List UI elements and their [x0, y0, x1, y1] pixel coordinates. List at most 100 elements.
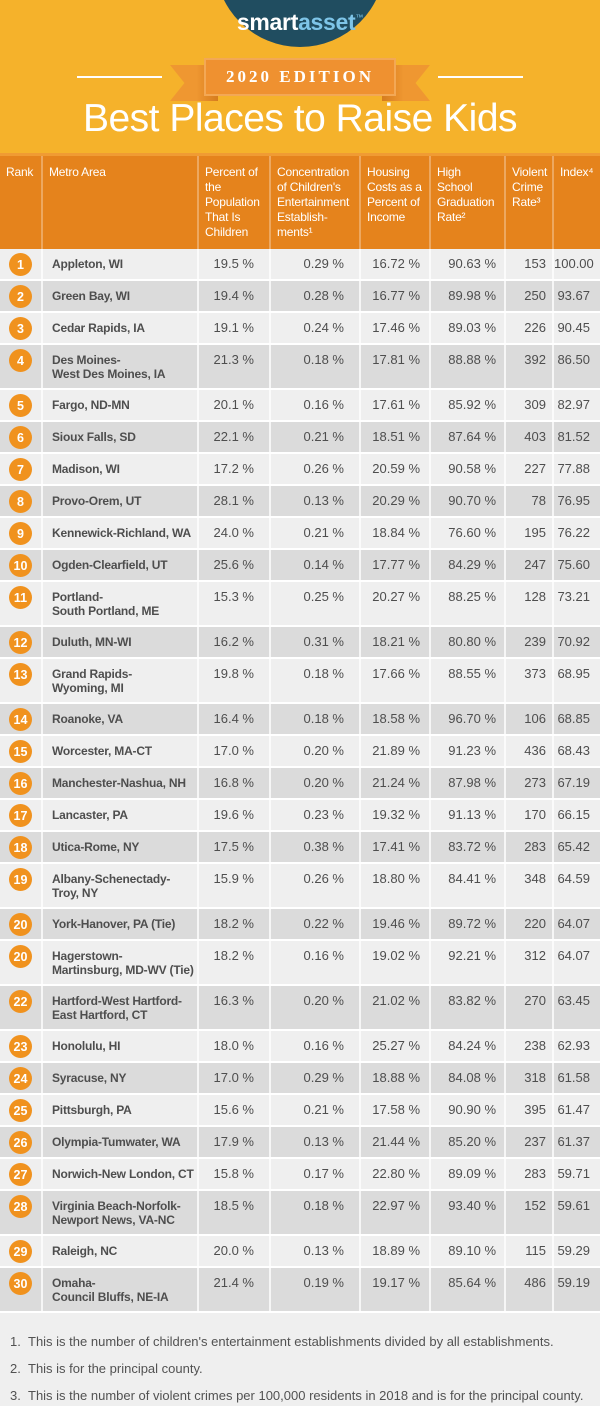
cell-crime: 270	[506, 986, 554, 1029]
cell-index: 64.59	[557, 871, 590, 886]
cell-index: 59.29	[557, 1243, 590, 1258]
cell-housing: 17.58 %	[361, 1095, 431, 1125]
rank-badge: 19	[9, 868, 32, 891]
cell-grad_rate: 88.25 %	[431, 582, 506, 625]
table-row: 20 Hagerstown- Martinsburg, MD-WV (Tie) 18…	[0, 941, 600, 986]
cell-crime: 247	[506, 550, 554, 580]
cell-crime: 348	[506, 864, 554, 907]
cell-pct_children: 16.2 %	[199, 627, 271, 657]
cell-pct_children: 18.2 %	[199, 941, 271, 984]
rank-badge: 10	[9, 554, 32, 577]
table-row: 14 Roanoke, VA 16.4 % 0.18 % 18.58 % 96.70 % 1…	[0, 704, 600, 736]
cell-index: 64.07	[557, 948, 590, 963]
rank-cell: 27	[0, 1159, 43, 1189]
cell-index: 61.47	[557, 1102, 590, 1117]
cell-crime: 78	[506, 486, 554, 516]
table-row: 20 York-Hanover, PA (Tie) 18.2 % 0.22 % 19.4…	[0, 909, 600, 941]
cell-housing: 20.27 %	[361, 582, 431, 625]
cell-concentration: 0.25 %	[271, 582, 361, 625]
cell-index: 64.07	[557, 916, 590, 931]
cell-grad_rate: 89.09 %	[431, 1159, 506, 1189]
rank-cell: 15	[0, 736, 43, 766]
cell-concentration: 0.16 %	[271, 941, 361, 984]
table-row: 8 Provo-Orem, UT 28.1 % 0.13 % 20.29 % 90.70 …	[0, 486, 600, 518]
cell-grad_rate: 89.98 %	[431, 281, 506, 311]
cell-housing: 22.97 %	[361, 1191, 431, 1234]
cell-concentration: 0.26 %	[271, 864, 361, 907]
rank-cell: 17	[0, 800, 43, 830]
rank-cell: 25	[0, 1095, 43, 1125]
metro-name: Madison, WI	[43, 454, 199, 484]
smartasset-logo: smartasset™	[237, 11, 363, 34]
cell-crime: 373	[506, 659, 554, 702]
edition-ribbon: 2020 EDITION	[0, 58, 600, 104]
cell-pct_children: 15.8 %	[199, 1159, 271, 1189]
column-header-rank: Rank	[0, 156, 43, 249]
ribbon-line-right	[437, 76, 523, 78]
cell-grad_rate: 84.29 %	[431, 550, 506, 580]
cell-pct_children: 21.3 %	[199, 345, 271, 388]
cell-crime: 226	[506, 313, 554, 343]
cell-grad_rate: 93.40 %	[431, 1191, 506, 1234]
rank-cell: 30	[0, 1268, 43, 1311]
footnote-item: 2. This is for the principal county.	[10, 1361, 588, 1377]
cell-crime: 273	[506, 768, 554, 798]
rank-badge: 18	[9, 836, 32, 859]
cell-concentration: 0.28 %	[271, 281, 361, 311]
cell-pct_children: 17.5 %	[199, 832, 271, 862]
cell-grad_rate: 87.64 %	[431, 422, 506, 452]
cell-crime: 436	[506, 736, 554, 766]
cell-concentration: 0.38 %	[271, 832, 361, 862]
cell-index: 66.15	[557, 807, 590, 822]
rank-badge: 23	[9, 1035, 32, 1058]
table-row: 11 Portland- South Portland, ME 15.3 % 0.25…	[0, 582, 600, 627]
cell-concentration: 0.13 %	[271, 1127, 361, 1157]
cell-housing: 17.66 %	[361, 659, 431, 702]
cell-housing: 16.77 %	[361, 281, 431, 311]
cell-crime: 153	[506, 249, 554, 279]
rank-cell: 20	[0, 909, 43, 939]
cell-housing: 20.59 %	[361, 454, 431, 484]
cell-index: 68.85	[557, 711, 590, 726]
metro-name: Worcester, MA-CT	[43, 736, 199, 766]
cell-pct_children: 15.3 %	[199, 582, 271, 625]
rank-badge: 3	[9, 317, 32, 340]
cell-index: 67.19	[557, 775, 590, 790]
cell-housing: 18.58 %	[361, 704, 431, 734]
cell-pct_children: 15.6 %	[199, 1095, 271, 1125]
metro-name: Fargo, ND-MN	[43, 390, 199, 420]
cell-pct_children: 19.8 %	[199, 659, 271, 702]
cell-grad_rate: 88.88 %	[431, 345, 506, 388]
metro-name: Lancaster, PA	[43, 800, 199, 830]
footnote-number: 2.	[10, 1361, 21, 1376]
table-row: 27 Norwich-New London, CT 15.8 % 0.17 % 22.8…	[0, 1159, 600, 1191]
cell-index: 65.42	[557, 839, 590, 854]
rank-badge: 17	[9, 804, 32, 827]
table-row: 9 Kennewick-Richland, WA 24.0 % 0.21 % 18.84…	[0, 518, 600, 550]
cell-grad_rate: 88.55 %	[431, 659, 506, 702]
cell-crime: 395	[506, 1095, 554, 1125]
table-row: 1 Appleton, WI 19.5 % 0.29 % 16.72 % 90.63 % 1…	[0, 249, 600, 281]
rank-cell: 11	[0, 582, 43, 625]
cell-index: 76.95	[557, 493, 590, 508]
table-row: 16 Manchester-Nashua, NH 16.8 % 0.20 % 21.24…	[0, 768, 600, 800]
table-row: 4 Des Moines- West Des Moines, IA 21.3 % 0.…	[0, 345, 600, 390]
metro-name: Sioux Falls, SD	[43, 422, 199, 452]
cell-index: 63.45	[557, 993, 590, 1008]
metro-name: Des Moines- West Des Moines, IA	[43, 345, 199, 388]
cell-concentration: 0.23 %	[271, 800, 361, 830]
rank-cell: 14	[0, 704, 43, 734]
rank-badge: 6	[9, 426, 32, 449]
cell-concentration: 0.18 %	[271, 704, 361, 734]
cell-crime: 283	[506, 1159, 554, 1189]
table-row: 22 Hartford-West Hartford- East Hartford,…	[0, 986, 600, 1031]
cell-index: 73.21	[557, 589, 590, 604]
rank-badge: 27	[9, 1163, 32, 1186]
cell-housing: 18.51 %	[361, 422, 431, 452]
cell-housing: 17.46 %	[361, 313, 431, 343]
column-header-grad_rate: High School Graduation Rate²	[431, 156, 506, 249]
cell-concentration: 0.16 %	[271, 1031, 361, 1061]
cell-housing: 25.27 %	[361, 1031, 431, 1061]
rank-badge: 7	[9, 458, 32, 481]
